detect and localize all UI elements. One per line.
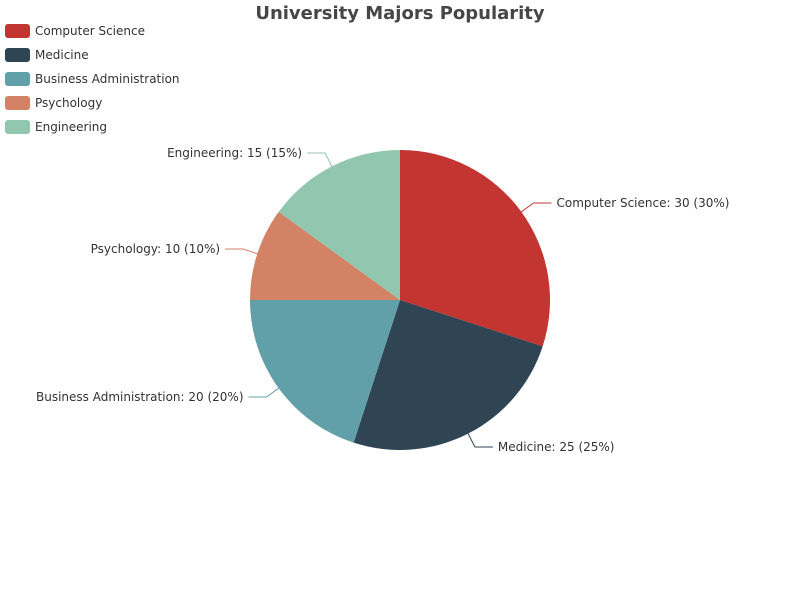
pie-slice-medicine[interactable] xyxy=(353,300,543,450)
legend-swatch-business-administration[interactable] xyxy=(5,72,30,86)
slice-labels: Computer Science: 30 (30%) Medicine: 25 (… xyxy=(36,146,729,454)
slice-label-engineering: Engineering: 15 (15%) xyxy=(167,146,302,160)
slice-label-psychology: Psychology: 10 (10%) xyxy=(91,242,220,256)
legend-label-computer-science[interactable]: Computer Science xyxy=(35,24,145,38)
leader-line-business-administration xyxy=(248,387,279,398)
legend-label-medicine[interactable]: Medicine xyxy=(35,48,89,62)
slice-label-medicine: Medicine: 25 (25%) xyxy=(498,440,615,454)
pie-slice-computer-science[interactable] xyxy=(400,150,550,347)
legend-label-business-administration[interactable]: Business Administration xyxy=(35,72,180,86)
legend: Computer Science Medicine Business Adminis… xyxy=(5,24,180,134)
legend-label-psychology[interactable]: Psychology xyxy=(35,96,102,110)
legend-swatch-computer-science[interactable] xyxy=(5,24,30,38)
slice-label-computer-science: Computer Science: 30 (30%) xyxy=(556,196,729,210)
pie-slice-psychology[interactable] xyxy=(250,211,400,300)
pie-slices xyxy=(250,150,550,450)
leader-line-psychology xyxy=(225,248,258,255)
leader-line-medicine xyxy=(467,433,493,448)
leader-line-engineering xyxy=(307,152,333,167)
legend-swatch-engineering[interactable] xyxy=(5,120,30,134)
pie-slice-business-administration[interactable] xyxy=(250,300,400,443)
legend-swatch-psychology[interactable] xyxy=(5,96,30,110)
legend-label-engineering[interactable]: Engineering xyxy=(35,120,107,134)
slice-label-business-administration: Business Administration: 20 (20%) xyxy=(36,390,244,404)
pie-slice-engineering[interactable] xyxy=(278,150,400,300)
legend-swatch-medicine[interactable] xyxy=(5,48,30,62)
chart-title: University Majors Popularity xyxy=(255,3,545,24)
leader-line-computer-science xyxy=(521,202,552,213)
